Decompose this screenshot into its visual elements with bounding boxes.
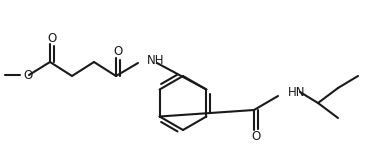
- Text: O: O: [47, 32, 57, 45]
- Text: O: O: [252, 130, 260, 144]
- Text: HN: HN: [288, 85, 305, 99]
- Text: O: O: [23, 69, 32, 81]
- Text: O: O: [113, 45, 123, 57]
- Text: NH: NH: [147, 53, 164, 67]
